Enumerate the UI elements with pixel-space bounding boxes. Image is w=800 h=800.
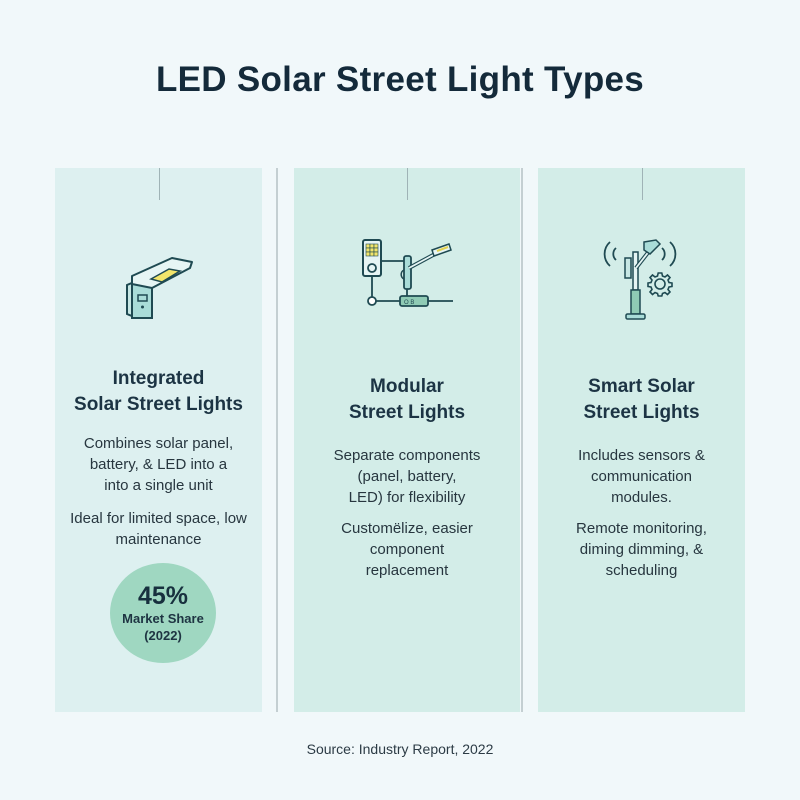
badge-year: (2022) [144,628,182,643]
panel-title: Modular Street Lights [348,376,466,423]
source-caption: Source: Industry Report, 2022 [306,741,494,757]
panel-smart: Smart Solar Street Lights Includes senso… [538,168,745,712]
panel-integrated: Integrated Solar Street Lights Combines … [55,168,262,712]
panel-benefit: Remote monitoring, diming dimming, & sch… [576,520,707,579]
badge-value: 45% [137,582,189,610]
page-title: LED Solar Street Light Types [155,60,645,99]
panel-description: Combines solar panel, battery, & LED int… [83,435,234,494]
column-divider [521,168,523,712]
panel-description: Includes sensors & communication modules… [578,447,705,506]
column-divider [276,168,278,712]
panel-title: Smart Solar Street Lights [583,376,700,423]
panel-modular: O B Modular Street Lights Separate compo… [294,168,520,712]
smart-street-light-icon [600,238,684,333]
panel-tick [158,168,160,200]
modular-street-light-icon: O B [357,238,457,323]
market-share-badge: 45% Market Share (2022) [110,563,216,663]
panel-tick [407,168,408,200]
panel-tick [641,168,643,200]
panel-benefit: Customëlize, easier component replacemen… [341,520,473,579]
panel-description: Separate components (panel, battery, LED… [333,447,481,506]
badge-label: Market Share [122,611,204,626]
integrated-street-light-icon [124,238,194,333]
panel-title: Integrated Solar Street Lights [74,368,243,415]
svg-text:O B: O B [404,300,414,306]
panel-benefit: Ideal for limited space, low maintenance [70,510,247,548]
